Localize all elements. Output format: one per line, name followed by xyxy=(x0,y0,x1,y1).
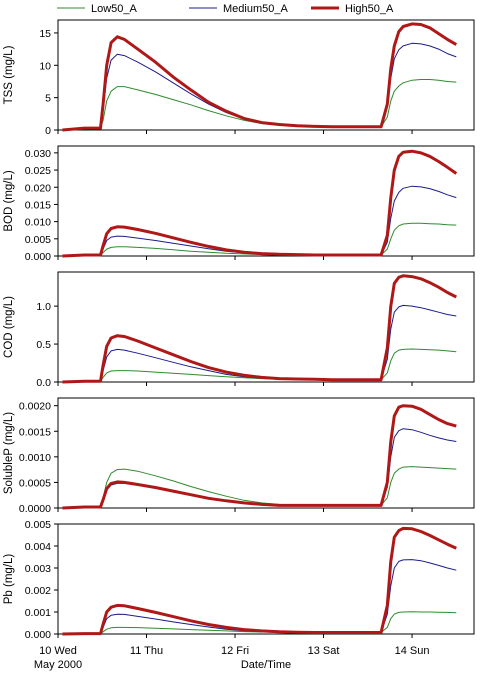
y-tick-label: 15 xyxy=(39,28,51,40)
panel-4: 0.0000 0.0005 0.0010 0.0015 0.0020 SolubleP (… xyxy=(3,397,475,515)
legend: Low50_A Medium50_A High50_A xyxy=(57,3,394,15)
legend-label: Low50_A xyxy=(91,3,138,15)
y-tick-label: 0.020 xyxy=(25,182,51,194)
y-tick-label: 0.010 xyxy=(25,217,51,229)
x-tick-label: 13 Sat xyxy=(308,645,340,657)
y-axis-label: SolubleP (mg/L) xyxy=(3,412,15,494)
y-axis-label: TSS (mg/L) xyxy=(3,45,15,104)
legend-label: Medium50_A xyxy=(223,3,288,15)
y-tick-label: 10 xyxy=(39,60,51,72)
y-tick-label: 0.015 xyxy=(25,199,51,211)
y-tick-label: 0.0000 xyxy=(19,503,51,515)
y-tick-label: 0.0005 xyxy=(19,477,51,489)
y-tick-label: 5 xyxy=(45,93,51,105)
x-tick-sublabel: May 2000 xyxy=(34,659,82,671)
y-tick-label: 0.003 xyxy=(25,563,51,575)
x-tick-label: 10 Wed xyxy=(39,645,77,657)
y-tick-label: 0.001 xyxy=(25,607,51,619)
y-axis-label: Pb (mg/L) xyxy=(3,554,15,605)
y-tick-label: 0 xyxy=(45,125,51,137)
y-tick-label: 0.5 xyxy=(36,339,51,351)
chart-panels: 0 5 10 15 TSS (mg/L) 0.000 0.005 0.010 0.015 0.02… xyxy=(3,19,475,641)
legend-item-high50-a: High50_A xyxy=(311,3,394,15)
x-axis: 10 Wed May 2000 11 Thu 12 Fri 13 Sat 14 Sun Da… xyxy=(34,645,430,671)
legend-item-low50-a: Low50_A xyxy=(57,3,138,15)
y-tick-label: 0.0020 xyxy=(19,401,51,413)
legend-item-medium50-a: Medium50_A xyxy=(189,3,288,15)
series-line-high50-a xyxy=(62,149,458,258)
y-tick-label: 0.030 xyxy=(25,148,51,160)
y-tick-label: 0.004 xyxy=(25,541,51,553)
y-tick-label: 0.005 xyxy=(25,519,51,531)
y-tick-label: 0.0 xyxy=(36,377,51,389)
series-line-medium50-a xyxy=(62,185,457,257)
plot-frame xyxy=(57,397,475,509)
y-tick-label: 0.002 xyxy=(25,585,51,597)
y-tick-label: 0.025 xyxy=(25,165,51,177)
plot-frame xyxy=(57,19,475,131)
series-line-high50-a xyxy=(62,404,457,510)
series-line-medium50-a xyxy=(62,428,457,509)
y-tick-label: 0.000 xyxy=(25,629,51,641)
x-tick-label: 14 Sun xyxy=(395,645,430,657)
y-tick-label: 0.000 xyxy=(25,251,51,263)
x-tick-label: 12 Fri xyxy=(221,645,249,657)
y-axis-label: BOD (mg/L) xyxy=(3,170,15,232)
panel-2: 0.000 0.005 0.010 0.015 0.020 0.025 0.030 BOD (… xyxy=(3,145,475,263)
series-line-high50-a xyxy=(62,22,458,132)
plot-frame xyxy=(57,271,475,383)
x-tick-label: 11 Thu xyxy=(130,645,163,657)
panel-1: 0 5 10 15 TSS (mg/L) xyxy=(3,19,475,137)
y-axis-label: COD (mg/L) xyxy=(3,296,15,358)
panel-3: 0.0 0.5 1.0 COD (mg/L) xyxy=(3,271,475,389)
y-tick-label: 1.0 xyxy=(36,301,51,313)
y-tick-label: 0.005 xyxy=(25,234,51,246)
series-line-medium50-a xyxy=(62,559,457,635)
series-line-low50-a xyxy=(62,466,457,509)
panel-5: 0.000 0.001 0.002 0.003 0.004 0.005 Pb (mg/L) xyxy=(3,519,475,641)
series-line-high50-a xyxy=(62,526,457,636)
legend-label: High50_A xyxy=(345,3,394,15)
series-line-high50-a xyxy=(62,274,457,384)
y-tick-label: 0.0010 xyxy=(19,452,51,464)
plot-frame xyxy=(57,145,475,257)
y-tick-label: 0.0015 xyxy=(19,426,51,438)
x-axis-label: Date/Time xyxy=(241,659,291,671)
plot-frame xyxy=(57,523,475,635)
